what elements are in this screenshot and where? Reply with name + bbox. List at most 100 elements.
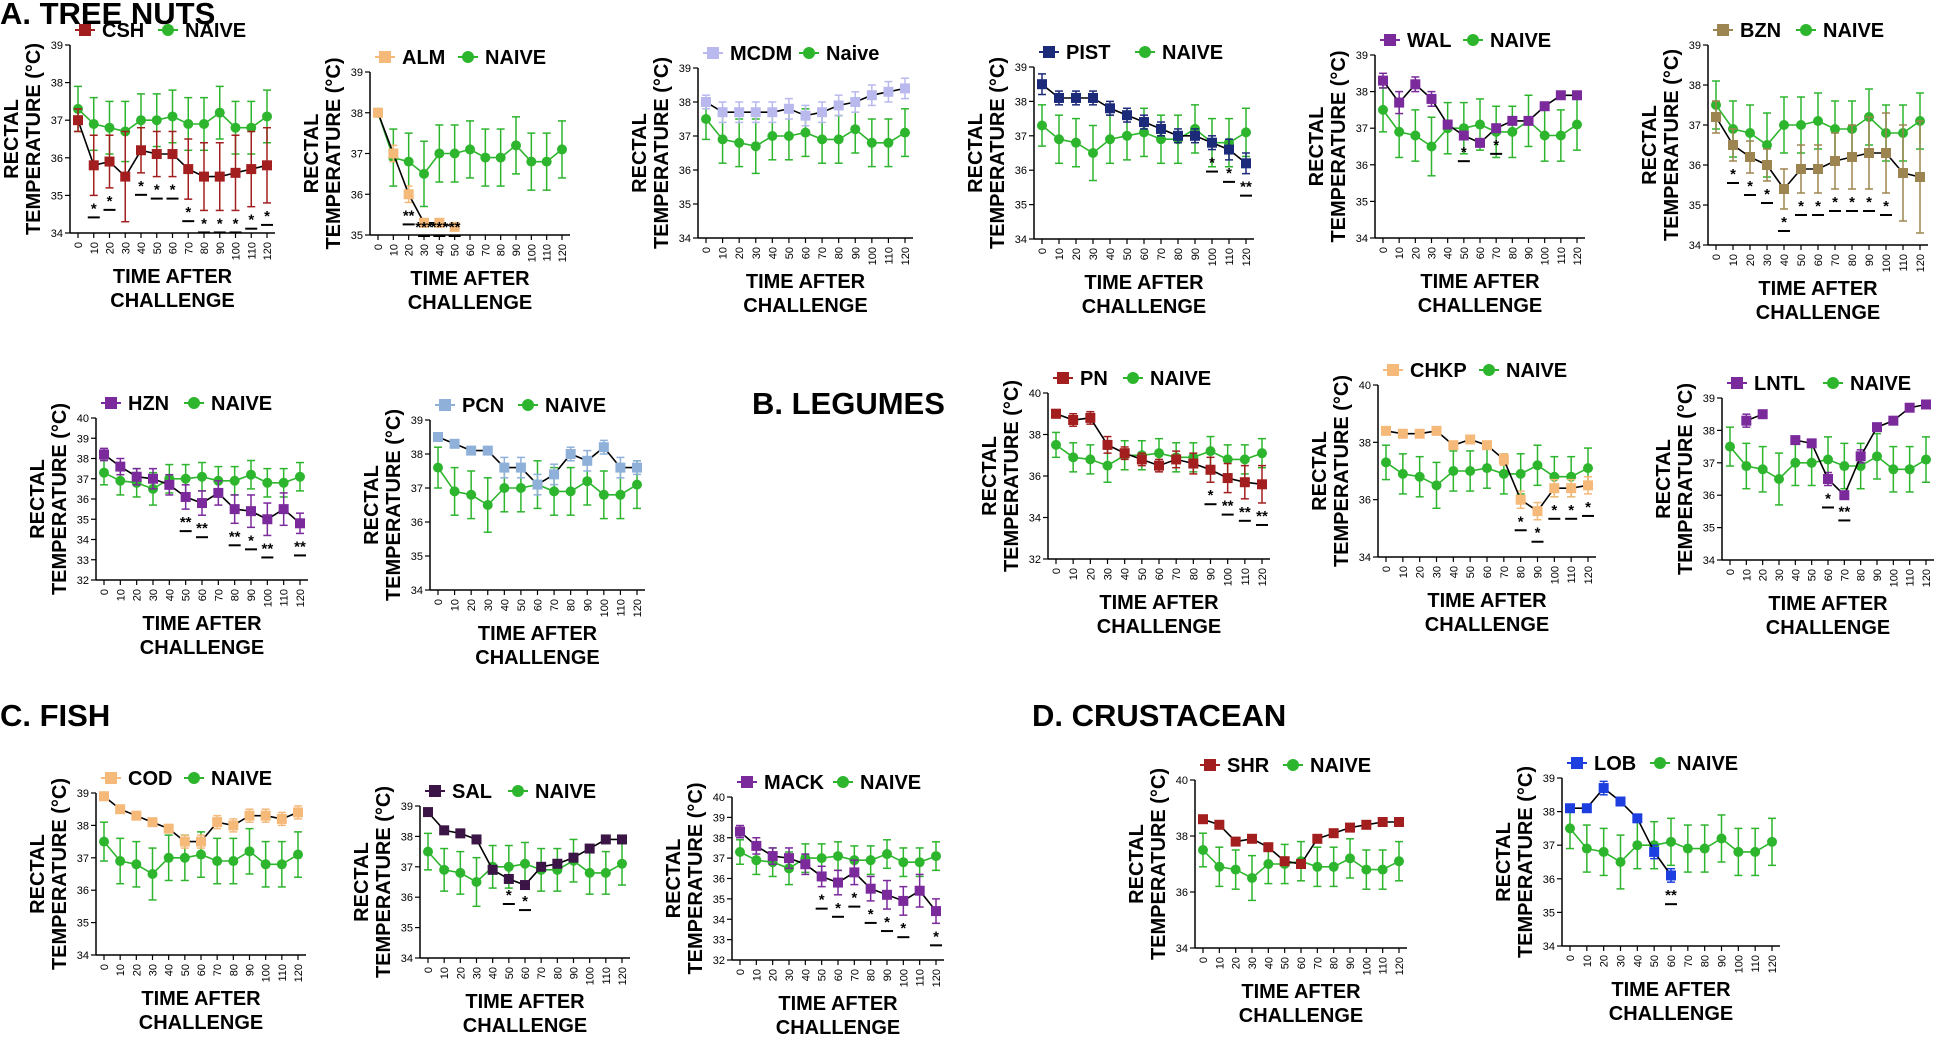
y-tick-label: 36	[77, 494, 89, 506]
data-point-pcn	[499, 462, 510, 473]
data-point-naive	[1498, 468, 1509, 479]
significance-star: *	[1815, 198, 1821, 215]
x-tick-label: 100	[1549, 566, 1561, 584]
legend: CHKP NAIVE	[1383, 360, 1567, 382]
legend-label: NAIVE	[211, 768, 272, 790]
series-bzn	[1711, 100, 1925, 234]
x-tick-label: 60	[1813, 254, 1825, 266]
data-point-pist	[1105, 103, 1115, 114]
x-tick-label: 70	[1312, 957, 1324, 969]
data-point-naive	[199, 118, 209, 129]
x-tick-label: 90	[882, 969, 894, 981]
series-hzn	[99, 447, 305, 537]
data-point-mack	[865, 883, 876, 894]
data-point-naive	[914, 857, 925, 868]
data-point-pcn	[466, 445, 477, 456]
y-tick-label: 38	[1015, 96, 1027, 108]
data-point-naive	[898, 857, 909, 868]
legend-marker-cod	[105, 772, 117, 784]
x-tick-label: 0	[735, 969, 747, 975]
x-tick-label: 110	[1898, 254, 1910, 272]
x-tick-label: 10	[718, 247, 730, 259]
x-axis-title-line2: CHALLENGE	[110, 290, 234, 312]
significance-star: **	[1240, 179, 1252, 196]
x-tick-label: 30	[1432, 566, 1444, 578]
series-sal	[423, 807, 627, 891]
data-point-shr	[1377, 817, 1388, 827]
data-point-bzn	[1864, 148, 1874, 158]
data-point-naive	[1741, 461, 1752, 472]
x-tick-label: 90	[850, 247, 862, 259]
data-point-naive	[1222, 454, 1233, 465]
x-tick-label: 70	[1156, 248, 1168, 260]
x-tick-label: 90	[582, 599, 594, 611]
legend-marker-naive	[162, 24, 174, 36]
data-point-bzn	[1898, 168, 1908, 178]
series-line	[1746, 403, 1927, 497]
data-point-naive	[1555, 130, 1566, 141]
y-tick-label: 39	[401, 801, 413, 813]
series-wal	[1378, 72, 1582, 148]
significance-star: *	[1518, 513, 1524, 530]
x-tick-label: 40	[1120, 568, 1132, 580]
data-point-naive	[214, 107, 225, 118]
data-point-pist	[1190, 130, 1200, 141]
legend-marker-naive	[1483, 364, 1495, 376]
data-point-pcn	[515, 462, 526, 473]
significance-star: *	[522, 893, 528, 910]
data-point-alm	[449, 221, 460, 232]
significance-star: *	[884, 914, 890, 931]
y-tick-label: 37	[713, 853, 725, 865]
data-point-naive	[1263, 859, 1274, 869]
data-point-csh	[120, 171, 131, 182]
legend: CSH NAIVE	[75, 20, 246, 42]
x-tick-label: 60	[1823, 569, 1835, 581]
x-tick-label: 10	[115, 964, 127, 976]
data-point-lntl	[1741, 415, 1752, 426]
data-point-naive	[800, 127, 811, 138]
y-axis-title-line2: TEMPERATURE (°C)	[685, 782, 707, 974]
y-tick-label: 35	[411, 551, 423, 563]
x-tick-label: 60	[197, 589, 209, 601]
data-point-naive	[565, 486, 576, 497]
x-tick-label: 110	[915, 969, 927, 987]
data-point-pcn	[482, 445, 493, 456]
y-tick-label: 34	[77, 950, 89, 962]
x-tick-label: 70	[1499, 566, 1511, 578]
section-title-legumes: B. LEGUMES	[752, 386, 945, 421]
y-tick-label: 38	[411, 449, 423, 461]
x-tick-label: 60	[1666, 955, 1678, 967]
data-point-hzn	[115, 461, 126, 472]
data-point-cod	[244, 810, 255, 821]
legend: LOB NAIVE	[1567, 753, 1738, 775]
legend-marker-csh	[79, 24, 91, 36]
legend-marker-naive	[188, 397, 200, 409]
y-axis-title-line1: RECTAL	[361, 465, 383, 545]
x-tick-label: 70	[183, 242, 195, 254]
x-axis-title-line2: CHALLENGE	[1418, 295, 1542, 317]
legend-label: NAIVE	[1162, 42, 1223, 64]
series-chkp	[1381, 425, 1593, 521]
data-point-naive	[1716, 833, 1727, 844]
y-tick-label: 36	[679, 165, 691, 177]
data-point-naive	[183, 118, 194, 129]
x-tick-label: 90	[1190, 248, 1202, 260]
significance-star: ***	[415, 219, 433, 236]
legend-marker-naive	[1139, 46, 1151, 58]
y-tick-label: 37	[401, 862, 413, 874]
data-point-naive	[1410, 130, 1421, 141]
legend-marker-mack	[741, 776, 753, 788]
x-tick-label: 80	[1856, 569, 1868, 581]
x-tick-label: 40	[1105, 248, 1117, 260]
data-point-cod	[99, 791, 109, 802]
data-point-hzn	[180, 491, 191, 502]
data-point-sal	[487, 864, 498, 875]
data-point-naive	[1615, 857, 1626, 867]
x-tick-label: 50	[180, 964, 192, 976]
x-tick-label: 20	[1071, 248, 1083, 260]
data-point-hzn	[246, 506, 256, 517]
data-point-sal	[600, 834, 611, 845]
significance-star: *	[1747, 178, 1753, 195]
data-point-naive	[499, 483, 510, 493]
x-axis-title-line1: TIME AFTER	[1758, 278, 1878, 300]
